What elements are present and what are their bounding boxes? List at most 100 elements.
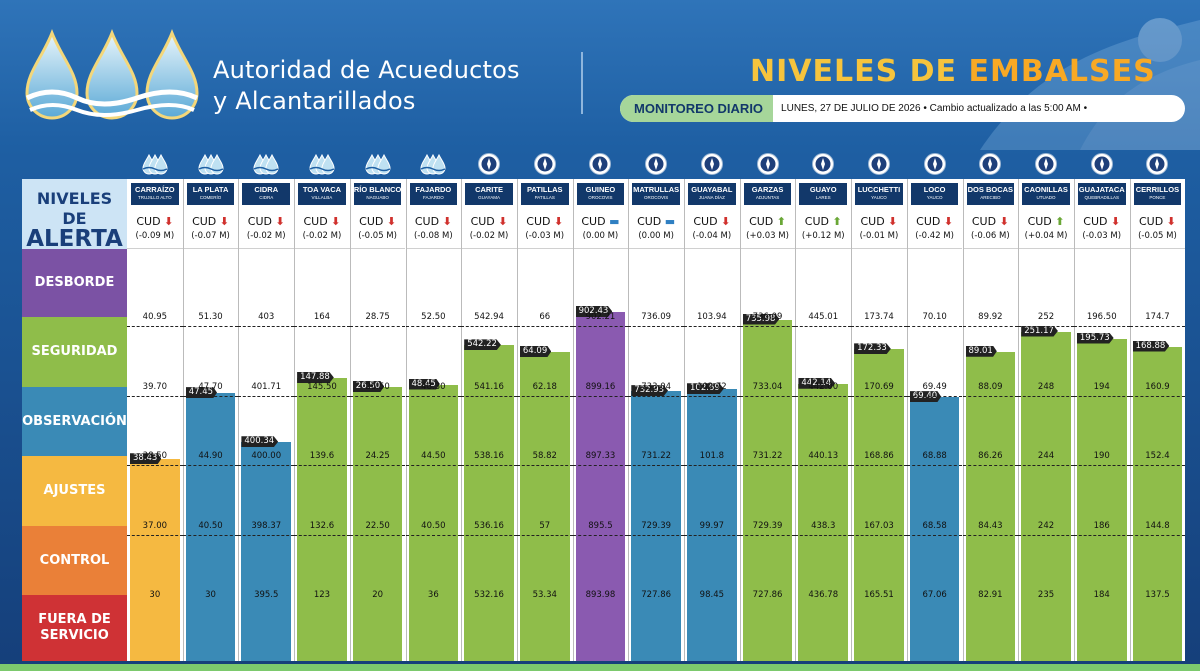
reservoir-municipality: YAUCO xyxy=(926,195,943,200)
reservoir-name: CAONILLAS xyxy=(1024,185,1068,194)
threshold-value: 165.51 xyxy=(864,590,894,600)
level-bar xyxy=(185,393,236,661)
threshold-value: 38.50 xyxy=(142,451,168,461)
threshold-line xyxy=(795,535,852,536)
reservoir-municipality: OROCOVIS xyxy=(588,195,613,200)
threshold-value: 242 xyxy=(1037,521,1055,531)
unit-label: CUD xyxy=(1138,215,1167,228)
threshold-value: 235 xyxy=(1037,590,1055,600)
reservoir-header: FAJARDO FAJARDO CUD ⬇ (-0.08 M) xyxy=(405,179,462,249)
column-divider xyxy=(739,179,741,661)
threshold-value: 132.6 xyxy=(309,521,335,531)
column-divider xyxy=(795,179,797,661)
change-value: (-0.02 M) xyxy=(302,231,342,241)
reservoir-municipality: NAGUABO xyxy=(366,195,389,200)
trend-indicator: CUD ⬇ xyxy=(517,215,573,228)
current-level-tag: 47.45 xyxy=(185,387,218,399)
column-divider xyxy=(516,179,518,661)
arrow-down-icon: ⬇ xyxy=(943,215,954,228)
reservoir-name: LOCO xyxy=(923,185,946,194)
unit-label: CUD xyxy=(470,215,499,228)
column-divider xyxy=(1129,179,1131,661)
trend-indicator: CUD ⬇ xyxy=(183,215,239,228)
threshold-line xyxy=(1018,326,1074,327)
reservoir-header: GARZAS ADJUNTAS CUD ⬆ (+0.03 M) xyxy=(739,179,796,249)
threshold-value: 174.7 xyxy=(1145,312,1170,322)
threshold-value: 252 xyxy=(1037,312,1055,322)
threshold-value: 729.39 xyxy=(641,521,672,531)
reservoir-municipality: ADJUNTAS xyxy=(755,195,780,200)
threshold-value: 70.10 xyxy=(922,312,947,322)
level-bar xyxy=(798,383,849,661)
threshold-line xyxy=(739,535,796,536)
arrow-up-icon: ⬆ xyxy=(776,215,786,228)
threshold-line xyxy=(684,535,740,536)
seal-emblem-icon xyxy=(589,153,612,175)
threshold-line xyxy=(906,326,963,327)
reservoir-name-box: CIDRA CIDRA xyxy=(242,183,291,205)
flat-dash-icon: ▬ xyxy=(664,215,676,228)
threshold-line xyxy=(349,326,406,327)
threshold-line xyxy=(182,396,239,397)
threshold-value: 902.21 xyxy=(585,312,616,322)
threshold-value: 170.69 xyxy=(864,382,894,392)
header-divider xyxy=(581,52,583,114)
level-bar xyxy=(519,352,570,661)
seal-emblem-icon xyxy=(812,153,835,175)
reservoir-header: GUAYABAL JUANA DÍAZ CUD ⬇ (-0.04 M) xyxy=(684,179,740,249)
change-value: (+0.04 M) xyxy=(1024,231,1068,241)
threshold-value: 40.50 xyxy=(198,521,223,531)
reservoir-name-box: GUAYO LARES xyxy=(799,183,848,205)
reservoir-header: CARRAÍZO TRUJILLO ALTO CUD ⬇ (-0.09 M) xyxy=(127,179,183,249)
reservoir-municipality: PATILLAS xyxy=(534,195,555,200)
reservoir-municipality: FAJARDO xyxy=(422,195,444,200)
threshold-line xyxy=(962,535,1019,536)
change-value: (-0.04 M) xyxy=(692,231,732,241)
seal-emblem-icon xyxy=(923,153,946,175)
current-level-tag: 38.43 xyxy=(130,453,162,465)
threshold-line xyxy=(516,396,573,397)
threshold-value: 541.16 xyxy=(474,382,504,392)
arrow-down-icon: ⬇ xyxy=(553,215,564,228)
current-level-tag: 147.88 xyxy=(297,371,334,383)
threshold-value: 101.8 xyxy=(699,451,725,461)
trend-indicator: CUD ⬆ xyxy=(740,215,796,228)
reservoir-name: LA PLATA xyxy=(192,185,229,194)
change-value: (-0.08 M) xyxy=(414,231,453,241)
change-value: (-0.42 M) xyxy=(915,231,954,241)
unit-label: CUD xyxy=(136,215,165,228)
unit-label: CUD xyxy=(303,215,332,228)
reservoir-municipality: GUAYAMA xyxy=(478,195,500,200)
threshold-line xyxy=(294,396,350,397)
threshold-line xyxy=(349,396,406,397)
threshold-line xyxy=(906,396,963,397)
arrow-down-icon: ⬇ xyxy=(275,215,285,228)
reservoir-header: CIDRA CIDRA CUD ⬇ (-0.02 M) xyxy=(238,179,295,249)
column-divider xyxy=(1073,179,1075,661)
reservoir-header: LA PLATA COMERÍO CUD ⬇ (-0.07 M) xyxy=(182,179,239,249)
threshold-value: 24.25 xyxy=(365,451,390,461)
threshold-value: 532.16 xyxy=(474,590,504,600)
page-title: NIVELES DE EMBALSES xyxy=(750,54,1156,89)
reservoir-header: LUCCHETTI YAUCO CUD ⬇ (-0.01 M) xyxy=(851,179,907,249)
threshold-line xyxy=(238,535,295,536)
unit-label: CUD xyxy=(247,215,276,228)
seal-emblem-icon xyxy=(1035,153,1058,175)
level-bar xyxy=(1132,346,1183,661)
threshold-value: 400.00 xyxy=(251,451,282,461)
seal-emblem-icon xyxy=(1146,153,1169,175)
reservoir-municipality: QUEBRADILLAS xyxy=(1084,195,1119,200)
threshold-line xyxy=(1073,535,1130,536)
reservoir-municipality: YAUCO xyxy=(871,195,887,200)
unit-label: CUD xyxy=(414,215,443,228)
threshold-value: 244 xyxy=(1037,451,1055,461)
level-bar xyxy=(241,442,292,661)
change-value: (0.00 M) xyxy=(638,231,674,241)
threshold-line xyxy=(516,465,573,466)
threshold-line xyxy=(795,465,852,466)
threshold-line xyxy=(851,535,907,536)
threshold-value: 395.5 xyxy=(254,590,279,600)
column-divider xyxy=(238,179,240,661)
change-value: (0.00 M) xyxy=(582,231,619,241)
unit-label: CUD xyxy=(1027,215,1056,228)
